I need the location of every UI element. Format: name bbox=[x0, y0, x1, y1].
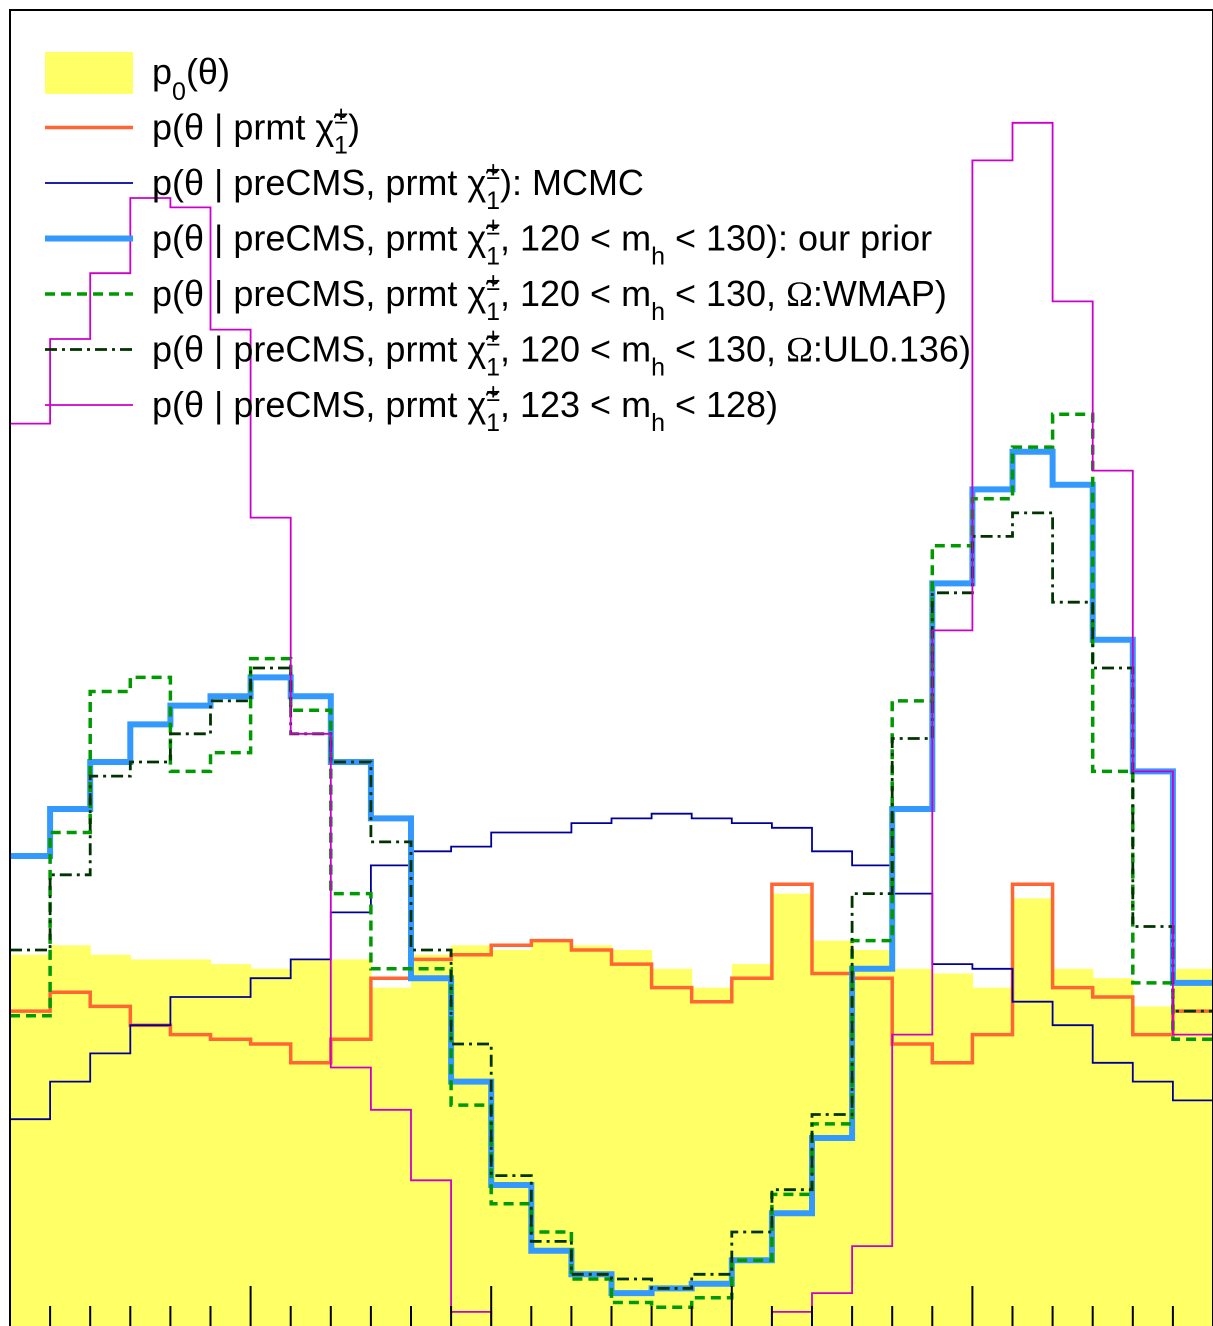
bar-p0-29 bbox=[1172, 968, 1213, 1326]
legend-label-p0: p0(θ) bbox=[152, 51, 230, 106]
legend-text-part: < 130, bbox=[665, 329, 786, 370]
legend-entry-prior: p(θ | preCMS, prmt χ̃± 1, 120 < mh < 130)… bbox=[45, 213, 932, 271]
legend-entry-ul: p(θ | preCMS, prmt χ̃± 1, 120 < mh < 130,… bbox=[45, 324, 971, 382]
series-line-ul bbox=[10, 511, 1213, 1290]
legend-text-part: p(θ | preCMS, prmt bbox=[152, 218, 467, 259]
legend-label-narrow: p(θ | preCMS, prmt χ̃± 1, 123 < mh < 128) bbox=[152, 379, 778, 437]
bar-p0-11 bbox=[451, 945, 492, 1326]
legend-text-part: p(θ | prmt bbox=[152, 107, 315, 148]
legend-superscript: ± bbox=[486, 379, 500, 407]
legend-entry-narrow: p(θ | preCMS, prmt χ̃± 1, 123 < mh < 128) bbox=[45, 379, 778, 437]
legend-subscript: 1 bbox=[486, 243, 500, 271]
bar-p0-23 bbox=[932, 973, 973, 1326]
bar-p0-25 bbox=[1012, 898, 1054, 1326]
legend-subscript: 1 bbox=[486, 409, 500, 437]
legend-label-ul: p(θ | preCMS, prmt χ̃± 1, 120 < mh < 130,… bbox=[152, 324, 971, 382]
legend-swatch-p0 bbox=[45, 52, 133, 94]
legend-text-part: < 130): our prior bbox=[665, 218, 932, 259]
series-line-mcmc bbox=[10, 812, 1213, 1121]
legend-subscript: 1 bbox=[486, 298, 500, 326]
legend-text-part: < 130, bbox=[665, 273, 786, 314]
legend-text-part: p(θ | preCMS, prmt bbox=[152, 162, 467, 203]
legend-subscript: 1 bbox=[486, 354, 500, 382]
plot-area bbox=[10, 121, 1213, 1326]
legend-label-prmt: p(θ | prmt χ̃± 1) bbox=[152, 102, 360, 160]
legend-text-part: p(θ | preCMS, prmt bbox=[152, 384, 467, 425]
legend-entry-p0: p0(θ) bbox=[45, 51, 230, 106]
legend-subscript: h bbox=[651, 243, 665, 271]
bar-p0-12 bbox=[491, 950, 532, 1326]
series-line-wmap bbox=[10, 412, 1213, 1309]
legend-label-wmap: p(θ | preCMS, prmt χ̃± 1, 120 < mh < 130,… bbox=[152, 268, 947, 326]
bar-p0-10 bbox=[411, 954, 452, 1326]
bar-p0-14 bbox=[571, 945, 613, 1326]
legend-text-part: p bbox=[152, 51, 172, 92]
legend-subscript: h bbox=[651, 409, 665, 437]
legend-superscript: ± bbox=[486, 213, 500, 241]
bar-p0-5 bbox=[210, 964, 252, 1326]
legend-superscript: ± bbox=[334, 102, 348, 130]
legend-text-part: (θ) bbox=[186, 51, 230, 92]
legend-text-part: ): MCMC bbox=[500, 162, 644, 203]
legend-text-part: , 120 < m bbox=[500, 218, 651, 259]
bar-p0-4 bbox=[170, 959, 212, 1326]
legend-subscript: h bbox=[651, 298, 665, 326]
bar-p0-22 bbox=[892, 968, 933, 1326]
legend-label-mcmc: p(θ | preCMS, prmt χ̃± 1): MCMC bbox=[152, 157, 644, 215]
series-line-prior bbox=[10, 448, 1213, 1297]
bar-p0-13 bbox=[531, 940, 572, 1326]
legend-entry-prmt: p(θ | prmt χ̃± 1) bbox=[45, 102, 360, 160]
x-axis-ticks bbox=[49, 1286, 1174, 1326]
bar-p0-6 bbox=[250, 968, 292, 1326]
legend-text-part: , 120 < m bbox=[500, 329, 651, 370]
legend-text-part: :UL0.136) bbox=[813, 329, 971, 370]
legend-omega-symbol: Ω bbox=[786, 274, 813, 314]
bar-p0-18 bbox=[731, 964, 773, 1326]
bar-p0-28 bbox=[1132, 1006, 1174, 1326]
legend-text-part: , 120 < m bbox=[500, 273, 651, 314]
bar-p0-20 bbox=[812, 940, 853, 1326]
legend-superscript: ± bbox=[486, 324, 500, 352]
bar-p0-26 bbox=[1052, 968, 1094, 1326]
legend-subscript: 1 bbox=[334, 132, 348, 160]
legend-text-part: < 128) bbox=[665, 384, 778, 425]
legend-entry-mcmc: p(θ | preCMS, prmt χ̃± 1): MCMC bbox=[45, 157, 644, 215]
bar-p0-15 bbox=[611, 950, 653, 1326]
legend-text-part: p(θ | preCMS, prmt bbox=[152, 273, 467, 314]
bar-p0-1 bbox=[50, 945, 91, 1326]
bar-p0-24 bbox=[972, 987, 1014, 1326]
legend-superscript: ± bbox=[486, 268, 500, 296]
legend-superscript: ± bbox=[486, 157, 500, 185]
plot-frame bbox=[9, 9, 1213, 1326]
series-line-prmt bbox=[10, 882, 1213, 1065]
bar-p0-8 bbox=[330, 959, 372, 1326]
bar-p0-19 bbox=[771, 893, 813, 1326]
bar-p0-16 bbox=[651, 968, 693, 1326]
legend-subscript: 0 bbox=[172, 78, 186, 106]
legend: p0(θ)p(θ | prmt χ̃± 1)p(θ | preCMS, prmt … bbox=[45, 51, 971, 437]
legend-omega-symbol: Ω bbox=[786, 330, 813, 370]
legend-text-part: ) bbox=[348, 107, 360, 148]
legend-subscript: h bbox=[651, 354, 665, 382]
legend-label-prior: p(θ | preCMS, prmt χ̃± 1, 120 < mh < 130)… bbox=[152, 213, 932, 271]
bar-p0-7 bbox=[290, 959, 332, 1326]
legend-text-part: , 123 < m bbox=[500, 384, 651, 425]
bar-p0-9 bbox=[370, 987, 412, 1326]
bar-p0-27 bbox=[1092, 978, 1134, 1326]
legend-text-part: :WMAP) bbox=[813, 273, 947, 314]
bar-p0-3 bbox=[130, 959, 171, 1326]
series-line-narrow bbox=[10, 121, 1213, 1326]
legend-entry-wmap: p(θ | preCMS, prmt χ̃± 1, 120 < mh < 130,… bbox=[45, 268, 947, 326]
legend-text-part: p(θ | preCMS, prmt bbox=[152, 329, 467, 370]
bar-p0-21 bbox=[852, 950, 893, 1326]
bar-p0-17 bbox=[691, 987, 733, 1326]
legend-subscript: 1 bbox=[486, 187, 500, 215]
bar-p0-2 bbox=[90, 954, 131, 1326]
